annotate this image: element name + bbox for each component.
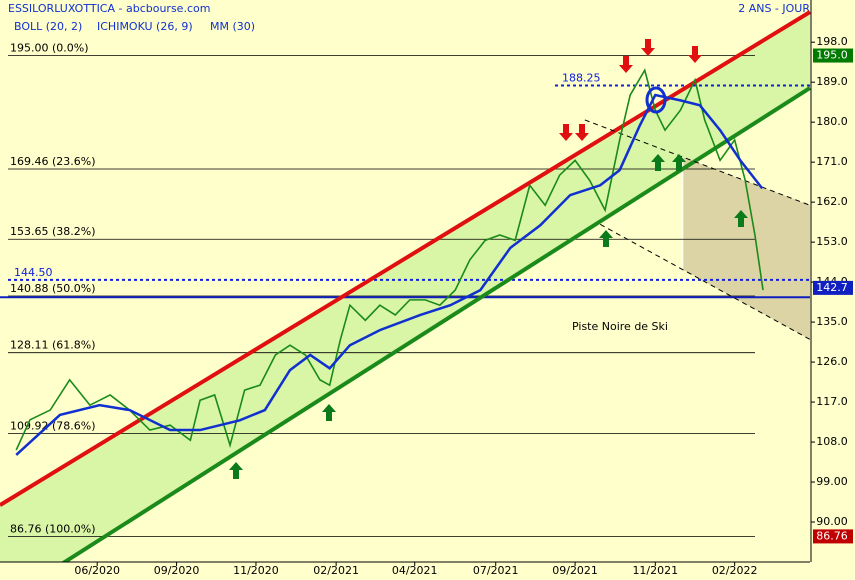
sell-arrow bbox=[559, 124, 573, 141]
x-tick-label: 07/2021 bbox=[473, 564, 519, 577]
price-tag-label: 142.7 bbox=[816, 281, 848, 294]
y-tick-label: 126.0 bbox=[816, 355, 848, 368]
buy-arrow bbox=[599, 230, 613, 247]
price-tag-label: 86.76 bbox=[816, 529, 848, 542]
x-tick-label: 09/2021 bbox=[552, 564, 598, 577]
y-tick-label: 180.0 bbox=[816, 115, 848, 128]
y-tick-label: 99.00 bbox=[816, 475, 848, 488]
sell-arrow bbox=[641, 39, 655, 56]
fib-label: 140.88 (50.0%) bbox=[10, 282, 96, 295]
price-tag bbox=[813, 529, 853, 544]
x-tick-label: 02/2022 bbox=[712, 564, 758, 577]
x-tick-label: 11/2020 bbox=[233, 564, 279, 577]
highlight-ellipse bbox=[645, 86, 667, 114]
fib-label: 153.65 (38.2%) bbox=[10, 225, 96, 238]
sell-arrow bbox=[688, 46, 702, 63]
dotted-level-label: 144.50 bbox=[14, 266, 53, 279]
y-tick-label: 117.0 bbox=[816, 395, 848, 408]
annotation: Piste Noire de Ski bbox=[572, 320, 668, 333]
indicator: BOLL (20, 2) bbox=[14, 20, 82, 33]
x-tick-label: 11/2021 bbox=[632, 564, 678, 577]
y-tick-label: 162.0 bbox=[816, 195, 848, 208]
buy-arrow bbox=[229, 462, 243, 479]
chart-title: ESSILORLUXOTTICA - abcbourse.com bbox=[8, 2, 210, 15]
fib-label: 86.76 (100.0%) bbox=[10, 522, 96, 535]
indicator: ICHIMOKU (26, 9) bbox=[97, 20, 193, 33]
y-tick-label: 171.0 bbox=[816, 155, 848, 168]
x-axis-panel bbox=[0, 562, 811, 580]
shaded-zone bbox=[682, 157, 810, 340]
fib-label: 195.00 (0.0%) bbox=[10, 42, 89, 55]
moving-average bbox=[15, 93, 764, 456]
price-tag-label: 195.0 bbox=[816, 49, 848, 62]
trendline bbox=[0, 10, 812, 507]
fib-label: 109.92 (78.6%) bbox=[10, 420, 96, 433]
buy-arrow bbox=[734, 210, 748, 227]
x-tick-label: 04/2021 bbox=[392, 564, 438, 577]
sell-arrow bbox=[575, 124, 589, 141]
y-tick-label: 108.0 bbox=[816, 435, 848, 448]
fib-label: 128.11 (61.8%) bbox=[10, 339, 96, 352]
price-tag bbox=[813, 48, 853, 63]
buy-arrow bbox=[672, 154, 686, 171]
dotted-level-label: 188.25 bbox=[562, 72, 601, 85]
x-tick-label: 09/2020 bbox=[154, 564, 200, 577]
trendline bbox=[58, 86, 812, 567]
buy-arrow bbox=[651, 154, 665, 171]
chart-subtitle: 2 ANS - JOUR bbox=[738, 2, 810, 15]
price-line bbox=[15, 68, 764, 451]
sell-arrow bbox=[619, 56, 633, 73]
indicator: MM (30) bbox=[210, 20, 255, 33]
trendline bbox=[584, 119, 811, 206]
y-tick-label: 198.0 bbox=[816, 35, 848, 48]
y-tick-label: 189.0 bbox=[816, 75, 848, 88]
price-tag bbox=[813, 280, 853, 295]
trendline bbox=[599, 223, 811, 340]
x-tick-label: 02/2021 bbox=[313, 564, 359, 577]
y-tick-label: 90.00 bbox=[816, 515, 848, 528]
y-tick-label: 153.0 bbox=[816, 235, 848, 248]
x-tick-label: 06/2020 bbox=[74, 564, 120, 577]
buy-arrow bbox=[322, 404, 336, 421]
fib-label: 169.46 (23.6%) bbox=[10, 155, 96, 168]
y-tick-label: 135.0 bbox=[816, 315, 848, 328]
